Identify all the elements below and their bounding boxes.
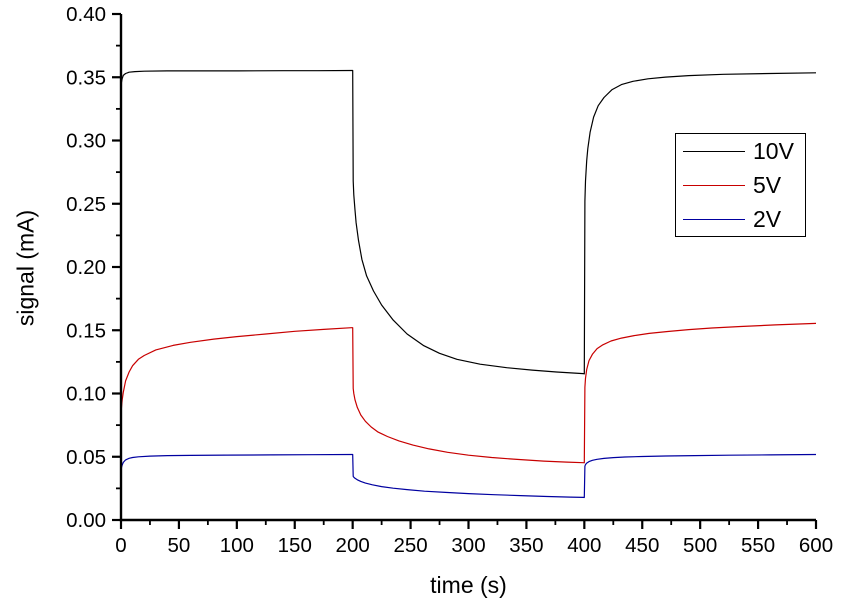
y-tick-label: 0.00 (66, 509, 106, 532)
legend: 10V 5V 2V (675, 133, 806, 237)
legend-line-sample (683, 184, 745, 186)
y-tick-label: 0.25 (66, 193, 106, 216)
y-tick-label: 0.10 (66, 383, 106, 406)
x-tick-label: 0 (115, 534, 126, 557)
legend-entry-5V: 5V (676, 168, 805, 202)
x-tick-label: 300 (451, 534, 485, 557)
series-line-5V (120, 322, 817, 464)
y-tick-label: 0.15 (66, 319, 106, 342)
x-tick-label: 100 (220, 534, 254, 557)
x-tick-label: 200 (336, 534, 370, 557)
y-tick-label: 0.30 (66, 130, 106, 153)
x-axis-title: time (s) (430, 572, 507, 598)
x-tick-label: 400 (567, 534, 601, 557)
y-tick-label: 0.05 (66, 446, 106, 469)
series-line-10V (120, 69, 817, 375)
legend-label: 2V (753, 205, 782, 232)
x-tick-label: 450 (625, 534, 659, 557)
x-tick-label: 150 (278, 534, 312, 557)
legend-label: 5V (753, 171, 782, 198)
legend-entry-2V: 2V (676, 202, 805, 236)
y-tick-label: 0.40 (66, 3, 106, 26)
x-tick-label: 550 (741, 534, 775, 557)
x-tick-label: 250 (393, 534, 427, 557)
legend-label: 10V (753, 137, 794, 164)
y-tick-label: 0.20 (66, 256, 106, 279)
y-tick-label: 0.35 (66, 66, 106, 89)
legend-entry-10V: 10V (676, 134, 805, 168)
x-tick-label: 600 (799, 534, 833, 557)
legend-line-sample (683, 218, 745, 220)
y-axis-title: signal (mA) (12, 209, 39, 327)
series-line-2V (120, 453, 817, 499)
x-tick-label: 350 (509, 534, 543, 557)
x-tick-label: 500 (683, 534, 717, 557)
x-tick-label: 50 (168, 534, 191, 557)
legend-line-sample (683, 150, 745, 152)
